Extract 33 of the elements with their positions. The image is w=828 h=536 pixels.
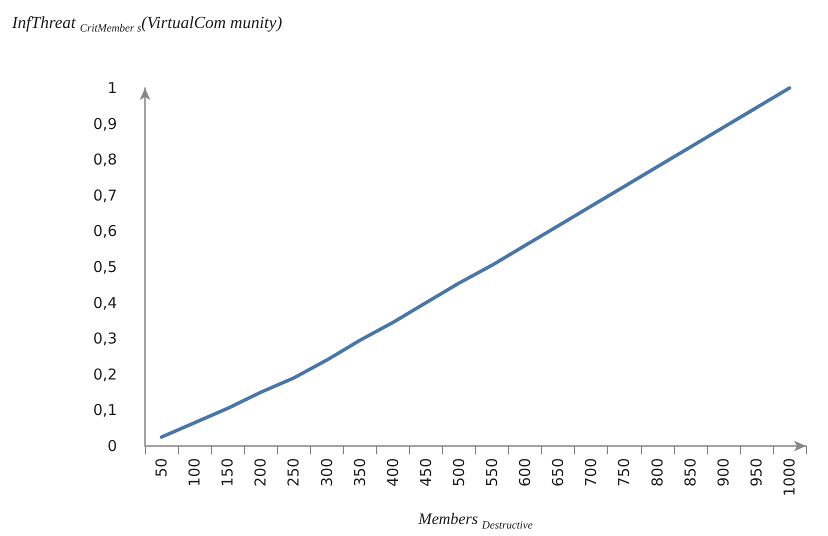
x-tick-label: 250	[284, 458, 303, 487]
x-tick-label: 600	[516, 458, 534, 487]
x-tick-label: 50	[152, 458, 171, 478]
x-tick-label: 350	[350, 458, 369, 487]
y-tick-label: 0,2	[93, 365, 117, 384]
y-tick-label: 0,1	[93, 401, 117, 420]
x-tick-label: 800	[648, 458, 666, 487]
y-tick-label: 0,5	[93, 258, 117, 276]
x-tick-label: 150	[218, 458, 237, 487]
x-tick-label: 850	[681, 458, 700, 487]
x-tick-label: 100	[186, 458, 204, 487]
x-tick-label: 450	[416, 458, 435, 487]
y-tick-label: 0,9	[93, 114, 117, 133]
x-tick-label: 400	[384, 458, 402, 487]
x-tick-label: 700	[582, 458, 600, 487]
y-tick-label: 0,6	[93, 222, 117, 240]
x-tick-label: 750	[615, 458, 634, 487]
x-tick-label: 900	[714, 458, 732, 487]
y-tick-label: 0,4	[93, 294, 117, 312]
y-tick-label: 1	[107, 79, 117, 97]
y-tick-label: 0,8	[93, 150, 117, 169]
x-tick-label: 1000	[780, 458, 798, 496]
x-tick-label: 650	[549, 458, 568, 487]
y-tick-label: 0,7	[93, 186, 117, 204]
x-tick-label: 200	[252, 458, 270, 487]
x-tick-label: 300	[318, 458, 336, 487]
x-tick-label: 500	[450, 458, 468, 487]
x-tick-label: 550	[483, 458, 502, 487]
line-series	[160, 86, 792, 439]
x-tick-label: 950	[747, 458, 766, 487]
x-axis-title: Members Destructive	[417, 511, 533, 532]
y-tick-label: 0	[107, 437, 117, 455]
y-tick-label: 0,3	[93, 330, 117, 348]
